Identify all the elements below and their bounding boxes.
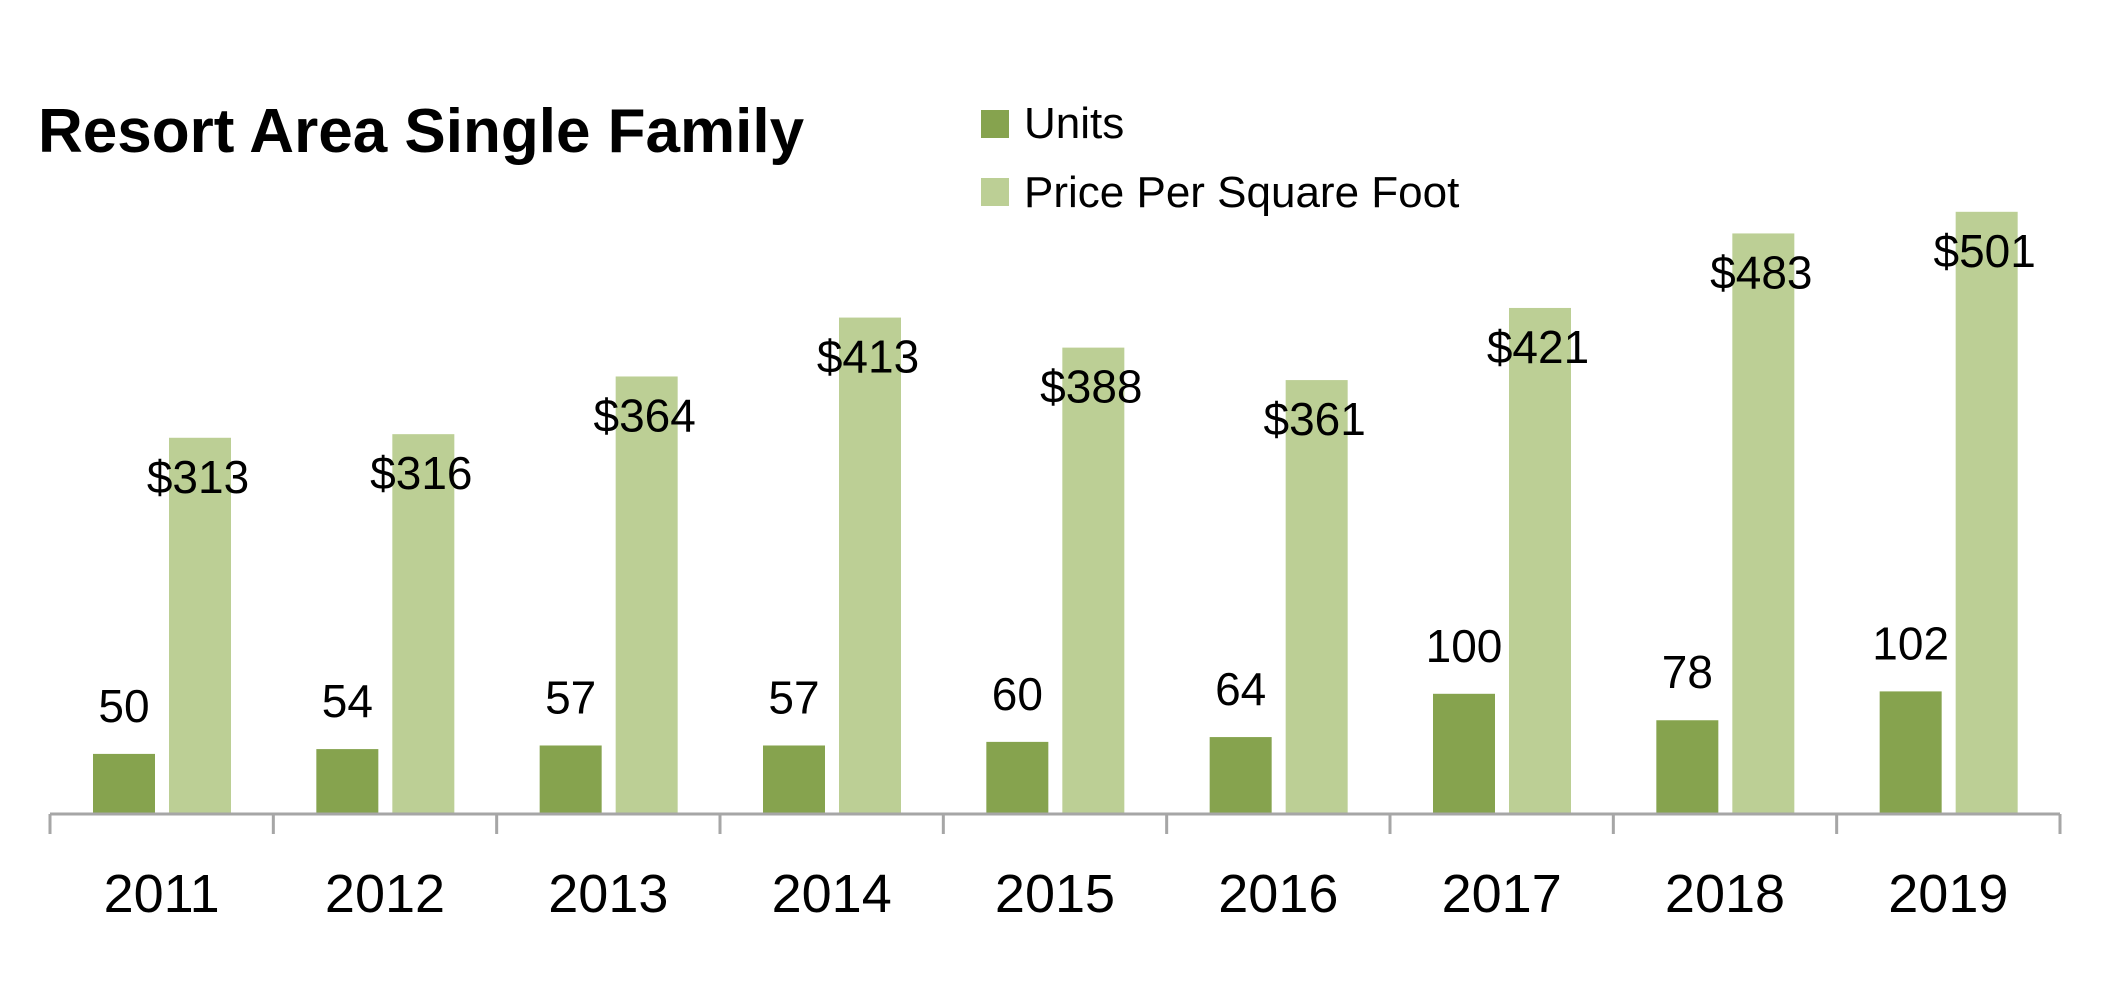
plot-area: 50 54 57 57 60 64 100 78 102 $313 $316 $364 $413 $388… (48, 211, 2062, 924)
data-label-price-per-square-foot-2013: $364 (593, 389, 695, 441)
bar-price-per-square-foot-2013 (615, 376, 678, 814)
bar-units-2014 (763, 745, 825, 814)
data-label-units-2012: 54 (322, 675, 373, 727)
data-label-price-per-square-foot-2011: $313 (147, 451, 249, 503)
x-tick-label-2011: 2011 (104, 864, 220, 924)
x-tick-label-2014: 2014 (772, 864, 892, 924)
bar-units-2011 (93, 753, 155, 814)
x-tick-label-2017: 2017 (1442, 864, 1562, 924)
data-label-price-per-square-foot-2012: $316 (370, 447, 472, 499)
x-tick-label-2013: 2013 (548, 864, 668, 924)
data-label-units-2018: 78 (1662, 646, 1713, 698)
data-label-price-per-square-foot-2018: $483 (1710, 246, 1812, 298)
data-label-price-per-square-foot-2014: $413 (817, 331, 919, 383)
legend-label-units: Units (1024, 99, 1124, 148)
bar-units-2015 (986, 741, 1049, 814)
bar-price-per-square-foot-2014 (839, 317, 901, 814)
data-label-units-2016: 64 (1215, 663, 1266, 715)
bar-price-per-square-foot-2011 (169, 437, 231, 814)
bar-units-2018 (1656, 720, 1719, 814)
legend-swatch-units (981, 110, 1009, 138)
data-label-units-2014: 57 (768, 671, 819, 723)
data-label-units-2011: 50 (98, 680, 149, 732)
data-label-price-per-square-foot-2019: $501 (1933, 225, 2035, 277)
legend-swatch-price-per-square-foot (981, 178, 1009, 206)
bar-units-2012 (316, 749, 379, 814)
data-label-price-per-square-foot-2017: $421 (1487, 321, 1589, 373)
x-tick-label-2019: 2019 (1888, 864, 2008, 924)
bar-units-2019 (1879, 691, 1942, 814)
bar-price-per-square-foot-2019 (1955, 211, 2018, 815)
x-tick-label-2012: 2012 (325, 864, 445, 924)
x-tick-label-2016: 2016 (1218, 864, 1338, 924)
bar-price-per-square-foot-2016 (1285, 380, 1348, 814)
data-label-units-2019: 102 (1872, 617, 1949, 669)
chart-title: Resort Area Single Family (38, 97, 805, 166)
data-label-price-per-square-foot-2016: $361 (1263, 393, 1365, 445)
bar-units-2013 (539, 745, 602, 814)
data-label-units-2013: 57 (545, 671, 596, 723)
data-label-price-per-square-foot-2015: $388 (1040, 361, 1142, 413)
bar-price-per-square-foot-2018 (1732, 233, 1795, 814)
bar-units-2017 (1433, 693, 1495, 814)
bar-units-2016 (1209, 737, 1272, 814)
data-label-units-2015: 60 (992, 668, 1043, 720)
bar-price-per-square-foot-2015 (1062, 347, 1125, 814)
legend-label-price-per-square-foot: Price Per Square Foot (1024, 168, 1459, 217)
bar-price-per-square-foot-2017 (1509, 307, 1571, 814)
bar-price-per-square-foot-2012 (392, 434, 455, 814)
x-tick-label-2018: 2018 (1665, 864, 1785, 924)
data-label-units-2017: 100 (1426, 620, 1503, 672)
legend: Units Price Per Square Foot (981, 99, 1459, 217)
x-tick-label-2015: 2015 (995, 864, 1115, 924)
